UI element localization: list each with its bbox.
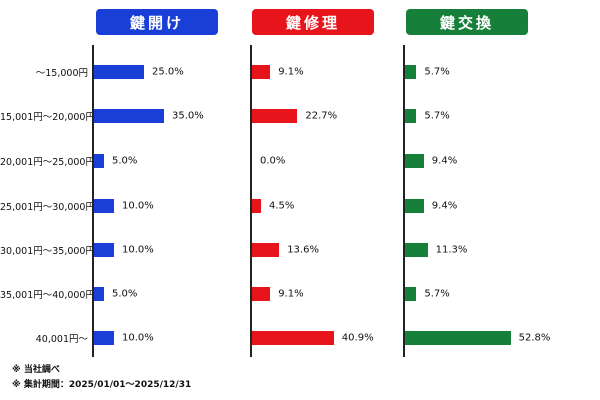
data-label: 9.1% (278, 66, 304, 78)
data-label: 13.6% (287, 244, 319, 256)
bar (405, 331, 511, 345)
data-label: 25.0% (152, 66, 184, 78)
data-label: 5.0% (112, 288, 138, 300)
footnote-source: ※ 当社調べ (12, 365, 60, 375)
bar (405, 243, 428, 257)
data-label: 10.0% (122, 332, 154, 344)
bar (252, 243, 280, 257)
data-label: 5.0% (112, 155, 138, 167)
data-label: 35.0% (172, 110, 204, 122)
category-label: 35,001円～40,000円 (0, 290, 95, 301)
data-label: 9.1% (278, 288, 304, 300)
category-label: 40,001円～ (35, 334, 88, 345)
data-label: 5.7% (424, 288, 450, 300)
data-label: 4.5% (269, 200, 295, 212)
bar (405, 109, 417, 123)
bar (405, 199, 424, 213)
data-label: 5.7% (424, 66, 450, 78)
panel-axis (403, 45, 405, 357)
bar (252, 287, 271, 301)
bar (252, 109, 298, 123)
data-label: 10.0% (122, 200, 154, 212)
footnote-period: ※ 集計期間：2025/01/01～2025/12/31 (12, 380, 192, 390)
data-label: 10.0% (122, 244, 154, 256)
bar (94, 331, 114, 345)
bar (94, 199, 114, 213)
panel-axis (250, 45, 252, 357)
category-label: 25,001円～30,000円 (0, 202, 95, 213)
category-label: ～15,000円 (35, 68, 88, 79)
bar (405, 154, 424, 168)
data-label: 0.0% (260, 155, 286, 167)
bar (252, 199, 261, 213)
bar (94, 243, 114, 257)
bar (94, 109, 164, 123)
bar (405, 65, 417, 79)
data-label: 52.8% (518, 332, 551, 344)
series-header: 鍵交換 (406, 9, 528, 35)
bar (252, 65, 271, 79)
data-label: 5.7% (424, 110, 450, 122)
bar (94, 65, 144, 79)
data-label: 9.4% (431, 200, 458, 212)
bar (405, 287, 417, 301)
category-label: 15,001円～20,000円 (0, 112, 95, 123)
category-label: 30,001円～35,000円 (0, 246, 95, 257)
series-header: 鍵修理 (252, 9, 374, 35)
series-header: 鍵開け (96, 9, 218, 35)
data-label: 22.7% (305, 110, 338, 122)
bar (94, 287, 104, 301)
category-label: 20,001円～25,000円 (0, 157, 95, 168)
bar (94, 154, 104, 168)
bar (252, 331, 334, 345)
panel-axis (92, 45, 94, 357)
data-label: 40.9% (341, 332, 374, 344)
data-label: 11.3% (435, 244, 468, 256)
data-label: 9.4% (431, 155, 458, 167)
